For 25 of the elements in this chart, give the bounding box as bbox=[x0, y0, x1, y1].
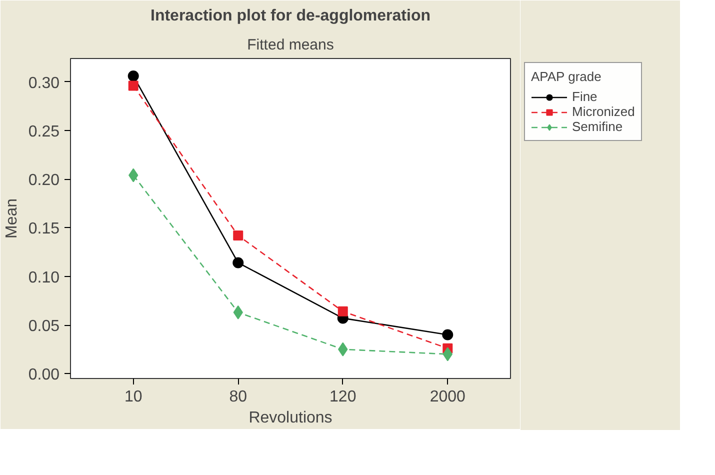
x-tick-label: 2000 bbox=[430, 388, 466, 406]
point bbox=[232, 257, 244, 268]
x-tick-label: 10 bbox=[124, 388, 142, 406]
x-tick-label: 120 bbox=[330, 388, 356, 406]
y-tick-label: 0.05 bbox=[28, 318, 60, 336]
legend-label: Micronized bbox=[572, 104, 635, 119]
legend-title: APAP grade bbox=[531, 69, 602, 84]
y-tick-label: 0.25 bbox=[28, 123, 60, 140]
x-axis-title: Revolutions bbox=[248, 410, 332, 426]
y-axis-title: Mean bbox=[3, 198, 20, 239]
chart-title: Interaction plot for de-agglomeration bbox=[150, 8, 431, 24]
y-tick-label: 0.10 bbox=[28, 269, 60, 286]
chart-subtitle: Fitted means bbox=[247, 36, 334, 54]
point bbox=[338, 306, 348, 316]
x-tick-label: 80 bbox=[229, 388, 248, 406]
y-tick-label: 0.20 bbox=[28, 172, 60, 190]
point bbox=[128, 80, 138, 91]
legend-label: Fine bbox=[572, 89, 598, 104]
point bbox=[442, 329, 454, 340]
y-tick-label: 0.30 bbox=[28, 74, 60, 92]
legend-label: Semifine bbox=[572, 119, 623, 134]
point bbox=[233, 230, 244, 241]
y-tick-label: 0.00 bbox=[28, 366, 60, 384]
y-tick-label: 0.15 bbox=[28, 220, 60, 238]
point bbox=[128, 70, 139, 82]
